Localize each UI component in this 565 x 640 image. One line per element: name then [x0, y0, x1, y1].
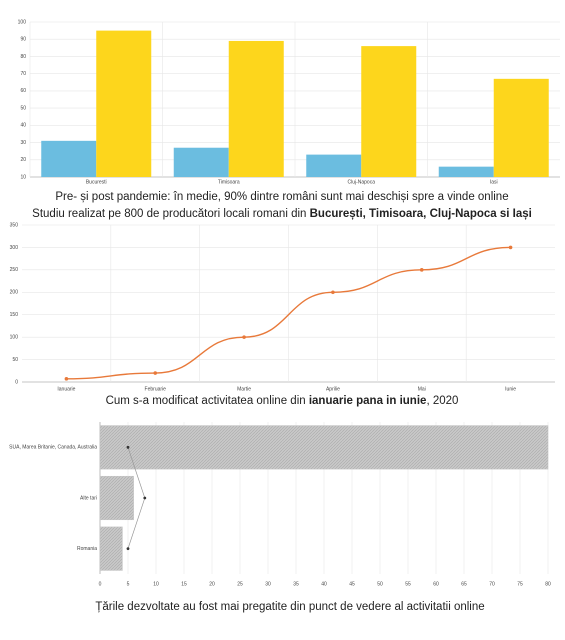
point: [331, 290, 335, 295]
bar: [306, 154, 362, 177]
y-tick-label: 250: [10, 267, 19, 273]
y-tick-label: 50: [12, 357, 18, 363]
x-tick-label: 70: [489, 581, 495, 587]
x-tick-label: 30: [265, 581, 271, 587]
caption-bold: ianuarie pana in iunie: [309, 395, 427, 407]
x-tick-label: Iasi: [490, 179, 498, 185]
x-tick-label: 55: [405, 581, 411, 587]
y-tick-label: 150: [10, 312, 19, 318]
x-tick-label: 50: [377, 581, 383, 587]
x-tick-label: 40: [321, 581, 327, 587]
point: [143, 496, 147, 500]
bar: [361, 46, 417, 177]
x-tick-label: Bucuresti: [86, 179, 107, 185]
point: [242, 335, 246, 339]
x-tick-label: 0: [99, 581, 102, 587]
bar: [228, 40, 284, 177]
caption-end: , 2020: [426, 395, 458, 407]
y-tick-label: 300: [10, 245, 19, 251]
bar: [438, 166, 494, 177]
y-tick-label: 80: [20, 54, 26, 60]
x-tick-label: 25: [237, 581, 243, 587]
x-tick-label: Timisoara: [218, 179, 240, 185]
subtitle-text: Studiu realizat pe 800 de producători lo…: [32, 208, 309, 220]
x-tick-label: 60: [433, 581, 439, 587]
x-tick-label: Martie: [237, 386, 251, 392]
x-tick-label: 15: [181, 581, 187, 587]
y-tick-label: Alte tari: [80, 495, 97, 501]
caption: Cum s-a modificat activitatea online din…: [106, 395, 459, 407]
x-tick-label: 75: [517, 581, 523, 587]
caption: Țările dezvoltate au fost mai pregatite …: [95, 601, 484, 613]
bar: [99, 475, 134, 521]
point: [126, 445, 130, 449]
x-tick-label: 5: [127, 581, 130, 587]
y-tick-label: 50: [20, 105, 26, 111]
x-tick-label: Aprilie: [326, 386, 340, 392]
x-tick-label: 80: [545, 581, 551, 587]
x-tick-label: Februarie: [145, 386, 167, 392]
y-tick-label: 30: [20, 140, 26, 146]
x-tick-label: 45: [349, 581, 355, 587]
point: [126, 547, 130, 551]
x-tick-label: 20: [209, 581, 215, 587]
bar: [173, 147, 229, 177]
y-tick-label: 10: [20, 174, 26, 180]
caption: Pre- și post pandemie: în medie, 90% din…: [55, 191, 508, 203]
x-tick-label: 10: [153, 581, 159, 587]
subtitle-bold: București, Timisoara, Cluj-Napoca si Iaș…: [310, 208, 532, 220]
y-tick-label: 20: [20, 157, 26, 163]
x-tick-label: Iunie: [505, 386, 516, 392]
y-tick-label: Romania: [77, 546, 97, 552]
y-tick-label: 70: [20, 71, 26, 77]
point: [419, 268, 424, 272]
point: [508, 245, 513, 250]
x-tick-label: Mai: [418, 386, 426, 392]
y-tick-label: 350: [10, 222, 19, 228]
bar: [41, 140, 97, 177]
x-tick-label: Ianuarie: [57, 386, 75, 392]
point: [153, 371, 158, 375]
y-tick-label: 90: [20, 37, 26, 43]
bar: [96, 30, 152, 177]
bar: [99, 526, 123, 571]
bar: [493, 78, 549, 177]
y-tick-label: 40: [20, 123, 26, 129]
y-tick-label: 100: [10, 334, 19, 340]
y-tick-label: SUA, Marea Britanie, Canada, Australia: [9, 445, 97, 451]
x-tick-label: Cluj-Napoca: [347, 179, 375, 185]
bar: [99, 425, 549, 470]
x-tick-label: 65: [461, 581, 467, 587]
subtitle: Studiu realizat pe 800 de producători lo…: [32, 208, 532, 220]
y-tick-label: 100: [18, 19, 27, 25]
x-tick-label: 35: [293, 581, 299, 587]
caption-text: Cum s-a modificat activitatea online din: [106, 395, 309, 407]
y-tick-label: 60: [20, 88, 26, 94]
y-tick-label: 0: [15, 379, 18, 385]
point: [64, 377, 69, 381]
y-tick-label: 200: [10, 290, 19, 296]
